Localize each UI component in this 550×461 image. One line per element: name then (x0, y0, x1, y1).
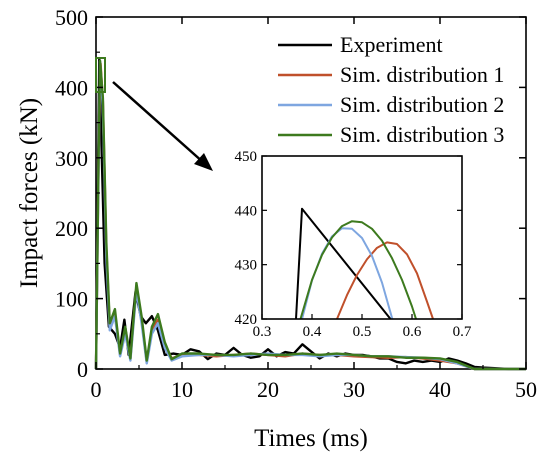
y-tick-label: 0 (77, 357, 88, 382)
x-tick-label: 50 (515, 377, 537, 402)
x-tick-label: 0 (91, 377, 102, 402)
x-tick-label: 30 (343, 377, 365, 402)
y-tick-label: 200 (55, 216, 88, 241)
series-line-experiment (295, 207, 392, 319)
y-tick-label: 100 (55, 287, 88, 312)
inset-y-tick-label: 440 (235, 203, 258, 219)
inset-y-tick-label: 430 (235, 258, 258, 274)
x-tick-label: 10 (171, 377, 193, 402)
series-line-sim-distribution-3 (299, 220, 417, 319)
y-tick-label: 500 (55, 5, 88, 30)
series-line-sim-distribution-3 (94, 59, 526, 371)
legend-label: Sim. distribution 3 (340, 122, 504, 147)
main-series-group (94, 58, 526, 371)
inset-x-tick-label: 0.5 (353, 324, 372, 340)
legend-label: Experiment (340, 32, 443, 57)
series-line-sim-distribution-1 (336, 241, 434, 319)
y-axis-label: Impact forces (kN) (16, 98, 43, 288)
y-tick-label: 300 (55, 146, 88, 171)
y-tick-label: 400 (55, 75, 88, 100)
zoom-arrow-head (194, 153, 213, 171)
inset-x-tick-label: 0.3 (253, 324, 272, 340)
x-tick-label: 40 (429, 377, 451, 402)
legend-label: Sim. distribution 2 (340, 92, 504, 117)
inset-x-tick-label: 0.7 (453, 324, 472, 340)
inset-lines (295, 207, 434, 319)
zoom-highlight-box (95, 57, 106, 93)
main-ticks-group (95, 16, 527, 370)
inset-x-tick-label: 0.6 (403, 324, 422, 340)
inset: 0.3 0.4 0.5 0.6 0.7 420 430 440 450 (235, 149, 472, 340)
inset-y-tick-label: 450 (235, 149, 258, 165)
x-tick-label: 20 (257, 377, 279, 402)
inset-series-group (295, 207, 434, 319)
legend-label: Sim. distribution 1 (340, 62, 504, 87)
inset-ticks-group (261, 155, 463, 320)
legend: Experiment Sim. distribution 1 Sim. dist… (278, 32, 504, 147)
inset-x-tick-label: 0.4 (303, 324, 322, 340)
inset-y-tick-label: 420 (235, 312, 258, 328)
x-axis-label: Times (ms) (254, 425, 368, 452)
zoom-arrow-line (112, 81, 205, 164)
